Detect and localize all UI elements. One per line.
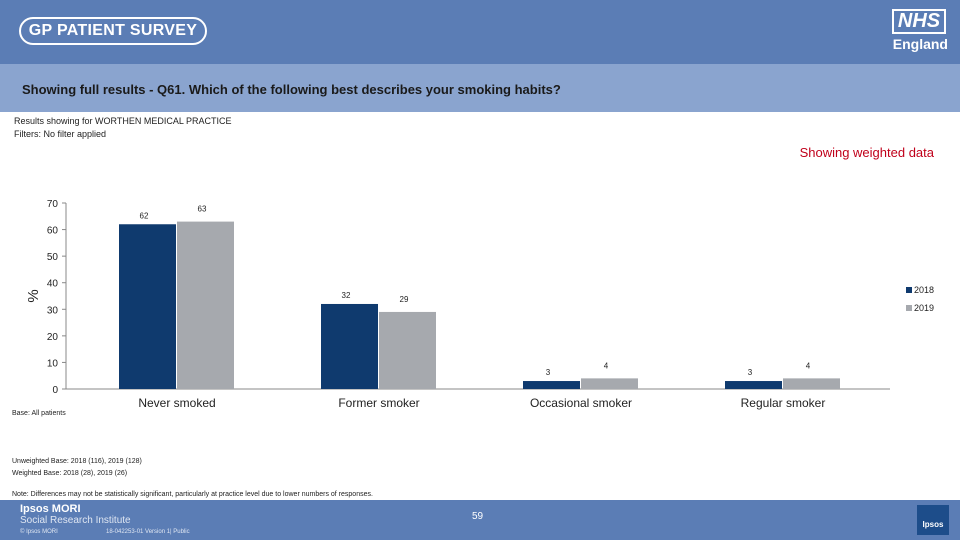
y-tick-label: 30 xyxy=(47,305,59,316)
data-label: 4 xyxy=(806,361,811,370)
social-research-institute: Social Research Institute xyxy=(20,515,131,526)
data-label: 29 xyxy=(400,295,409,304)
bar-2018 xyxy=(523,381,580,389)
y-tick-label: 70 xyxy=(47,199,59,210)
bar-2018 xyxy=(321,303,378,389)
y-axis-title: % xyxy=(25,289,42,302)
category-label: Never smoked xyxy=(138,396,215,410)
data-label: 4 xyxy=(604,361,609,370)
base-label: Base: All patients xyxy=(12,410,66,417)
y-tick-label: 10 xyxy=(47,358,59,369)
y-tick-label: 20 xyxy=(47,332,59,343)
data-label: 3 xyxy=(546,368,551,377)
bar-2018 xyxy=(725,381,782,389)
bar-2018 xyxy=(119,224,176,389)
legend-swatch-2018 xyxy=(906,287,912,293)
nhs-region-label: England xyxy=(892,36,948,52)
legend-label: 2018 xyxy=(914,285,934,295)
y-tick-label: 0 xyxy=(52,385,58,396)
header-bar xyxy=(0,0,960,64)
bar-2019 xyxy=(581,378,638,389)
legend-label: 2019 xyxy=(914,303,934,313)
y-tick-label: 50 xyxy=(47,252,59,263)
job-number: 18-042253-01 Version 1| Public xyxy=(106,529,190,535)
y-tick-label: 60 xyxy=(47,226,59,237)
category-label: Regular smoker xyxy=(741,396,826,410)
data-label: 3 xyxy=(748,368,753,377)
legend-swatch-2019 xyxy=(906,305,912,311)
significance-note: Note: Differences may not be statistical… xyxy=(12,491,373,498)
results-for: Results showing for WORTHEN MEDICAL PRAC… xyxy=(14,116,232,126)
unweighted-base: Unweighted Base: 2018 (116), 2019 (128) xyxy=(12,458,142,465)
category-label: Former smoker xyxy=(338,396,419,410)
gp-patient-survey-logo: GP PATIENT SURVEY xyxy=(19,17,207,45)
category-label: Occasional smoker xyxy=(530,396,632,410)
page-number: 59 xyxy=(472,511,484,522)
ipsos-mori-logo: Ipsos MORI xyxy=(20,503,81,515)
ipsos-badge-logo: Ipsos xyxy=(917,505,949,535)
bar-2019 xyxy=(783,378,840,389)
data-label: 32 xyxy=(342,291,351,300)
question-title: Showing full results - Q61. Which of the… xyxy=(22,82,561,97)
data-label: 62 xyxy=(140,211,149,220)
copyright: © Ipsos MORI xyxy=(20,529,58,535)
bar-2019 xyxy=(379,311,436,389)
bar-2019 xyxy=(177,221,234,389)
nhs-logo: NHS xyxy=(892,9,946,34)
footer-bar xyxy=(0,500,960,540)
y-tick-label: 40 xyxy=(47,279,59,290)
filters-label: Filters: No filter applied xyxy=(14,129,107,139)
data-label: 63 xyxy=(198,205,207,214)
weighted-base: Weighted Base: 2018 (28), 2019 (26) xyxy=(12,470,128,477)
weighted-data-label: Showing weighted data xyxy=(799,145,934,160)
question-bar xyxy=(0,64,960,112)
